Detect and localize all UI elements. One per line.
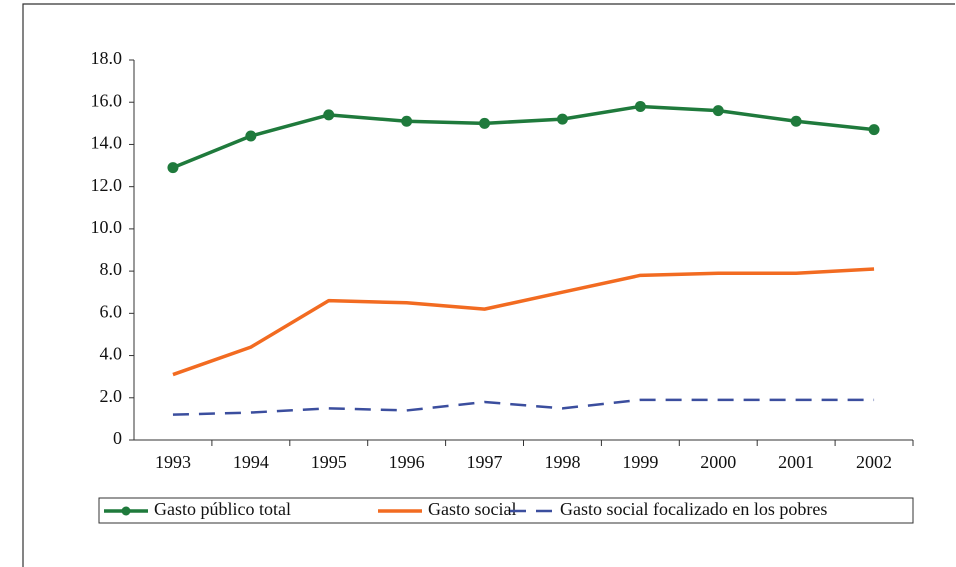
x-tick-label: 1996 xyxy=(389,452,425,472)
y-tick-label: 8.0 xyxy=(100,259,123,279)
x-tick-label: 1998 xyxy=(544,452,580,472)
series-marker xyxy=(790,115,802,127)
x-tick-label: 1997 xyxy=(467,452,503,472)
series-marker xyxy=(712,105,724,117)
x-tick-label: 2001 xyxy=(778,452,814,472)
x-tick-label: 1993 xyxy=(155,452,191,472)
x-tick-label: 1995 xyxy=(311,452,347,472)
series-line xyxy=(172,104,875,170)
legend-marker xyxy=(121,506,131,516)
legend-label: Gasto social focalizado en los pobres xyxy=(560,499,827,519)
x-tick-label: 1999 xyxy=(622,452,658,472)
y-tick-label: 4.0 xyxy=(100,344,123,364)
y-tick-label: 6.0 xyxy=(100,301,123,321)
series-marker xyxy=(167,162,179,174)
y-tick-label: 12.0 xyxy=(91,175,123,195)
series-marker xyxy=(323,109,335,121)
series-line xyxy=(172,267,875,377)
series-marker xyxy=(556,113,568,125)
series-marker xyxy=(479,117,491,129)
frame xyxy=(22,3,955,567)
legend-box xyxy=(98,497,914,524)
x-tick-label: 2002 xyxy=(856,452,892,472)
y-tick-label: 14.0 xyxy=(91,133,123,153)
legend xyxy=(98,497,914,524)
series-marker xyxy=(401,115,413,127)
x-tick-label: 2000 xyxy=(700,452,736,472)
y-tick-label: 16.0 xyxy=(91,90,123,110)
y-tick-label: 10.0 xyxy=(91,217,123,237)
series-marker xyxy=(634,100,646,112)
legend-label: Gasto social xyxy=(428,499,516,519)
x-tick-label: 1994 xyxy=(233,452,269,472)
series-marker xyxy=(868,124,880,136)
series-line xyxy=(172,398,875,416)
y-tick-label: 2.0 xyxy=(100,386,123,406)
y-tick-label: 18.0 xyxy=(91,48,123,68)
series-marker xyxy=(245,130,257,142)
legend-label: Gasto público total xyxy=(154,499,291,519)
y-tick-label: 0 xyxy=(113,428,122,448)
